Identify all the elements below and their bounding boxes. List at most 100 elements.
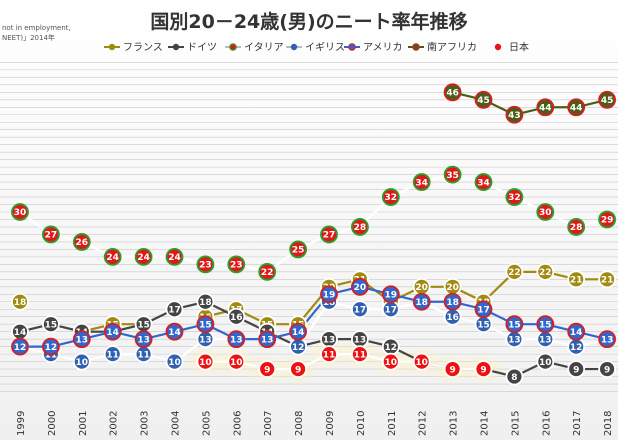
data-label: 45 bbox=[601, 96, 614, 106]
data-label: 23 bbox=[199, 261, 212, 271]
x-tick-label: 2011 bbox=[387, 411, 398, 436]
data-point bbox=[11, 337, 29, 356]
data-label: 14 bbox=[570, 328, 583, 338]
data-point bbox=[505, 188, 524, 206]
data-point bbox=[165, 247, 184, 266]
data-point bbox=[350, 218, 369, 236]
legend: フランス ドイツ イタリア イギリス アメリカ 南アフリカ 日本 bbox=[104, 41, 529, 54]
data-label: 20 bbox=[415, 283, 428, 293]
x-tick-label: 2009 bbox=[325, 411, 336, 436]
data-label: 15 bbox=[508, 320, 521, 330]
data-label: 28 bbox=[354, 223, 367, 233]
x-tick-label: 2004 bbox=[171, 411, 182, 436]
data-point bbox=[567, 360, 586, 378]
legend-entry: アメリカ bbox=[363, 42, 403, 54]
data-point bbox=[443, 165, 462, 184]
data-label: 19 bbox=[385, 290, 398, 300]
x-tick-label: 1999 bbox=[16, 411, 27, 436]
source-line-1: not in employment, bbox=[2, 24, 71, 32]
data-label: 8 bbox=[511, 373, 517, 383]
data-label: 15 bbox=[137, 320, 150, 330]
x-tick-label: 2006 bbox=[232, 411, 243, 436]
legend-swatch-dot bbox=[348, 43, 356, 51]
data-label: 22 bbox=[539, 268, 552, 278]
data-point bbox=[474, 90, 493, 109]
legend-swatch-dot bbox=[494, 43, 502, 51]
data-label: 16 bbox=[230, 313, 243, 323]
data-label: 34 bbox=[415, 178, 428, 188]
data-label: 9 bbox=[573, 365, 579, 375]
data-label: 30 bbox=[14, 208, 27, 218]
x-tick-label: 2003 bbox=[140, 411, 151, 436]
data-point bbox=[598, 270, 616, 289]
data-point bbox=[72, 330, 91, 349]
data-point bbox=[350, 345, 369, 364]
data-label: 17 bbox=[385, 305, 398, 315]
x-tick-label: 2005 bbox=[201, 411, 212, 436]
data-label: 27 bbox=[45, 231, 58, 241]
legend-swatch-dot bbox=[412, 43, 420, 51]
data-label: 10 bbox=[230, 358, 243, 368]
data-label: 26 bbox=[76, 238, 89, 248]
data-point bbox=[11, 292, 29, 311]
data-label: 43 bbox=[508, 111, 521, 121]
legend-swatch-dot bbox=[108, 43, 116, 51]
data-point bbox=[227, 330, 246, 349]
data-label: 44 bbox=[539, 103, 552, 113]
x-tick-label: 2013 bbox=[449, 411, 460, 436]
data-label: 9 bbox=[264, 365, 270, 375]
data-point bbox=[196, 255, 215, 274]
data-point bbox=[536, 98, 555, 117]
data-point bbox=[103, 322, 122, 341]
data-point bbox=[474, 360, 493, 378]
data-label: 13 bbox=[137, 335, 150, 345]
data-label: 24 bbox=[168, 253, 181, 263]
data-label: 21 bbox=[601, 276, 614, 286]
data-label: 20 bbox=[354, 283, 367, 293]
source-line-2: NEET)」2014年 bbox=[2, 33, 55, 42]
data-point bbox=[567, 270, 586, 289]
data-label: 10 bbox=[385, 358, 398, 368]
x-tick-label: 2016 bbox=[541, 411, 552, 436]
data-label: 28 bbox=[570, 223, 583, 233]
data-point bbox=[598, 90, 616, 109]
data-point bbox=[443, 360, 462, 378]
data-label: 9 bbox=[449, 365, 455, 375]
series-points: 1814151516171515202118202018222221211415… bbox=[11, 83, 616, 386]
data-label: 25 bbox=[292, 246, 305, 256]
x-tick-label: 2017 bbox=[572, 411, 583, 436]
data-label: 13 bbox=[601, 335, 614, 345]
data-label: 10 bbox=[415, 358, 428, 368]
data-point bbox=[134, 247, 153, 266]
x-tick-label: 2012 bbox=[418, 411, 429, 436]
data-point bbox=[258, 262, 277, 281]
data-label: 12 bbox=[292, 343, 305, 353]
data-point bbox=[42, 337, 60, 356]
data-point bbox=[536, 262, 555, 281]
data-point bbox=[567, 98, 586, 117]
data-point bbox=[72, 233, 91, 251]
legend-entry: 南アフリカ bbox=[427, 41, 477, 54]
data-point bbox=[598, 210, 616, 229]
data-point bbox=[72, 352, 91, 371]
data-label: 46 bbox=[446, 89, 459, 99]
data-label: 16 bbox=[446, 313, 459, 323]
x-tick-label: 2007 bbox=[263, 411, 274, 436]
x-axis-ticks: 1999 2000 2001 2002 2003 2004 2005 2006 2007 2008… bbox=[16, 411, 614, 436]
data-label: 32 bbox=[385, 193, 398, 203]
legend-swatch-dot bbox=[290, 43, 298, 51]
data-point bbox=[165, 322, 184, 341]
data-label: 22 bbox=[508, 268, 521, 278]
data-point bbox=[196, 292, 215, 311]
data-point bbox=[412, 173, 431, 191]
data-label: 17 bbox=[168, 305, 181, 315]
series-line bbox=[205, 353, 484, 371]
data-label: 34 bbox=[477, 178, 490, 188]
data-label: 12 bbox=[385, 343, 398, 353]
x-tick-label: 2010 bbox=[356, 411, 367, 436]
data-point bbox=[196, 315, 215, 334]
data-point bbox=[258, 360, 277, 378]
data-label: 22 bbox=[261, 268, 274, 278]
